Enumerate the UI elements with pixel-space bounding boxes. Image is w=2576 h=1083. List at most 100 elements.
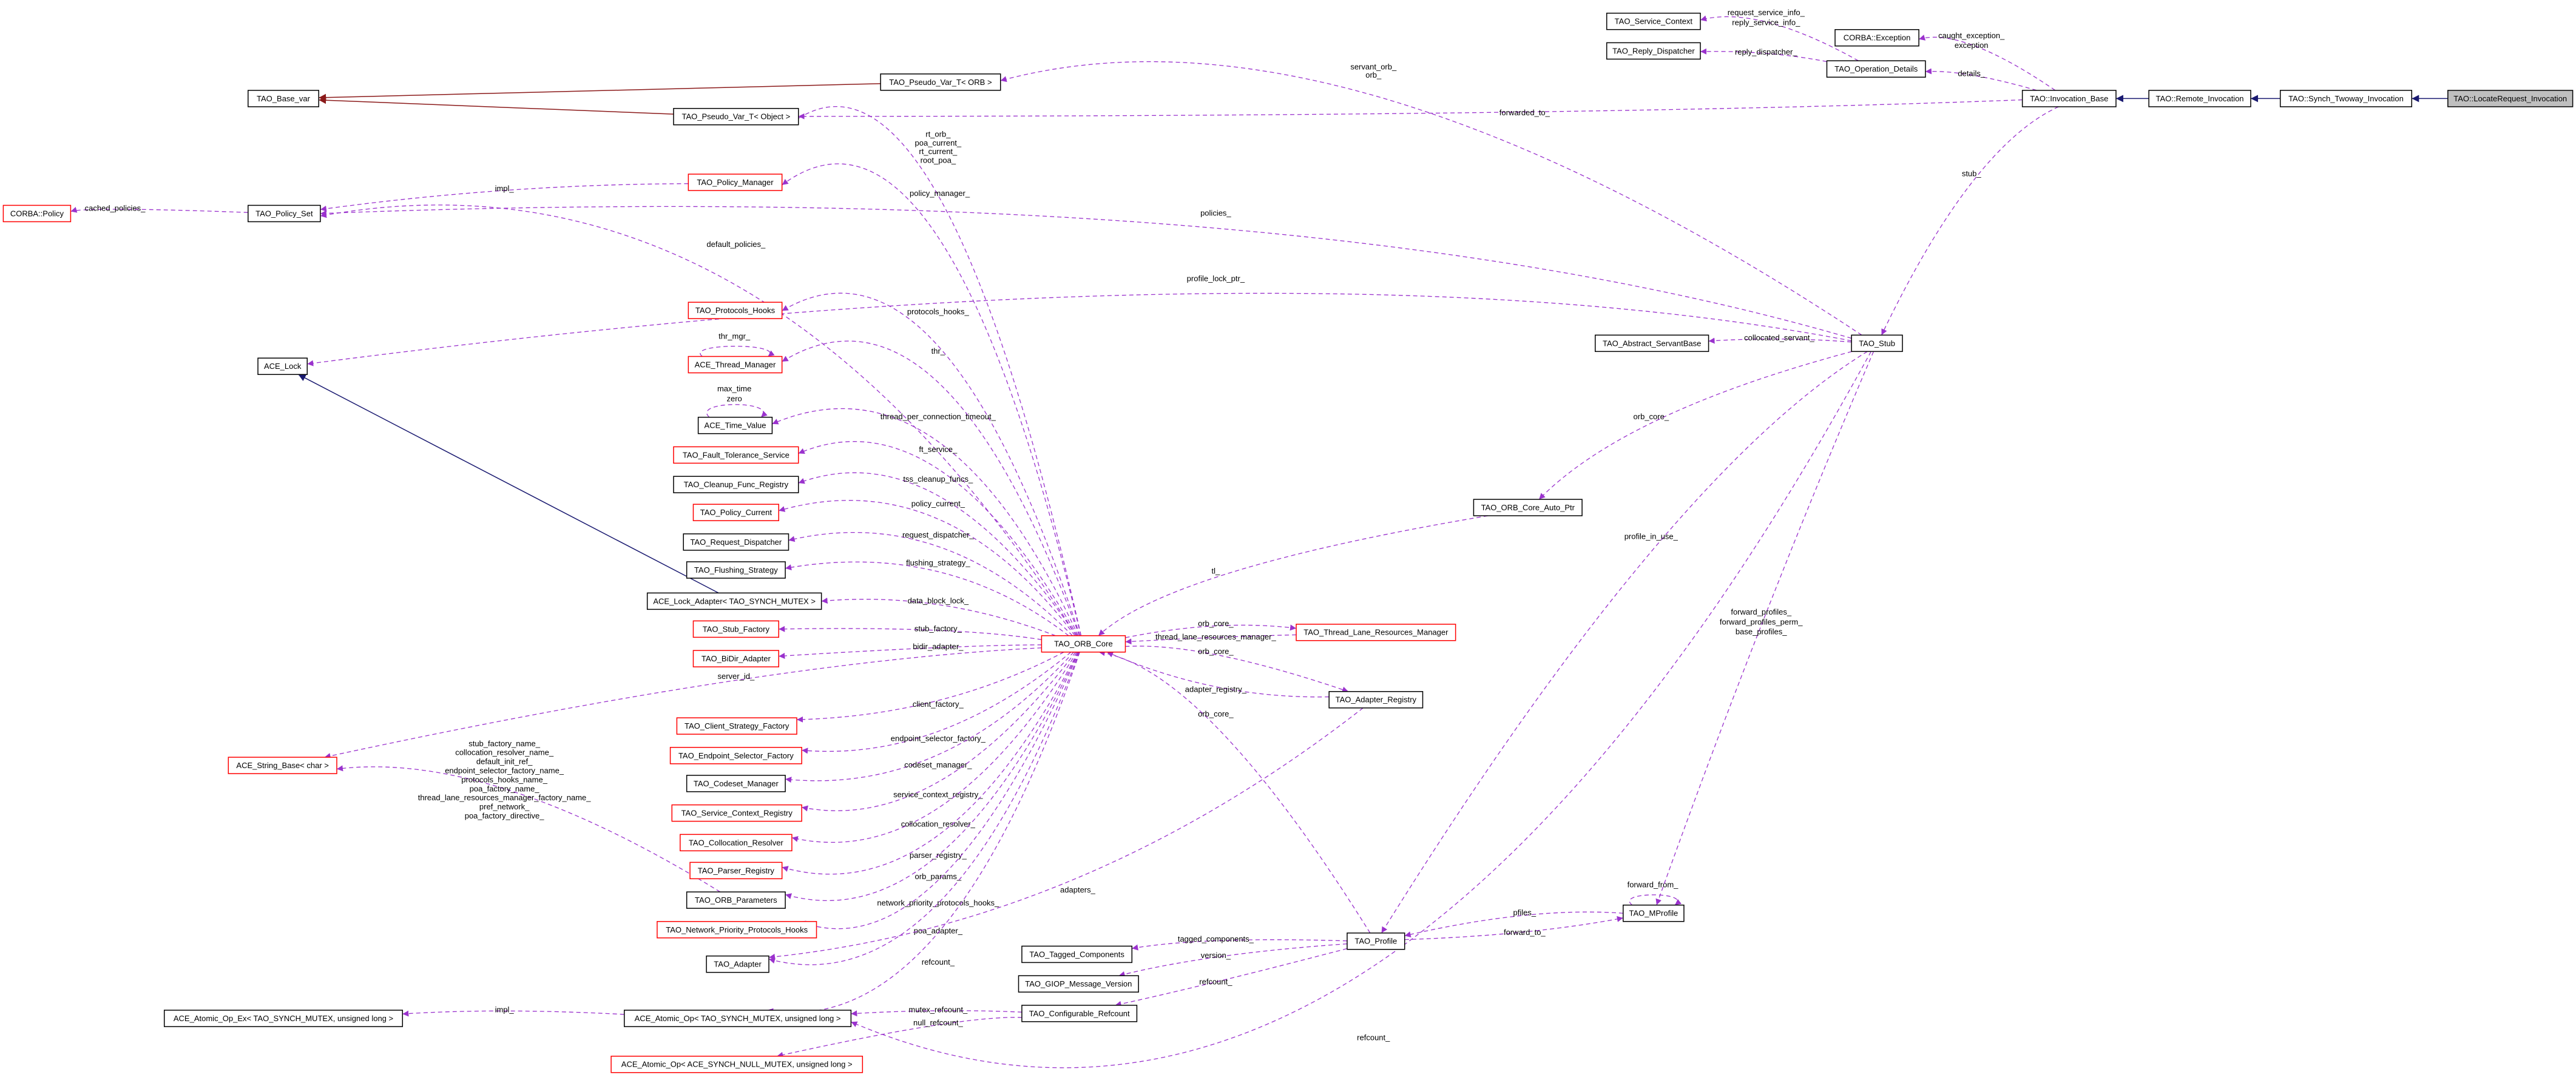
usage-edge — [320, 206, 1852, 339]
edge-label: forwarded_to_ — [1499, 108, 1550, 117]
usage-edge — [782, 340, 1080, 636]
edge-label: poa_factory_name_ — [470, 784, 540, 793]
edge-label: rt_orb_ — [925, 129, 951, 138]
edge-label: poa_factory_directive_ — [465, 811, 545, 820]
class-box — [657, 921, 817, 939]
usage-edge — [1538, 351, 1852, 500]
nodes: TAO::LocateRequest_Invocation TAO::Synch_… — [2, 12, 2574, 1073]
class-box — [1021, 1005, 1138, 1022]
class-name: TAO_ORB_Core_Auto_Ptr — [1481, 503, 1575, 512]
class-box — [610, 1056, 864, 1073]
edge-label: request_service_info_ — [1728, 8, 1805, 17]
class-box — [2279, 90, 2413, 107]
class-name: TAO_MProfile — [1629, 909, 1678, 918]
edge-label: service_context_registry_ — [893, 790, 983, 799]
edge-label: codeset_manager_ — [904, 760, 972, 769]
edge-label: protocols_hooks_ — [907, 307, 970, 316]
usage-edge — [802, 652, 1072, 754]
class-box — [1606, 12, 1701, 30]
class-name: CORBA::Policy — [10, 209, 64, 218]
class-box — [1347, 933, 1405, 950]
usage-edge — [779, 626, 1042, 640]
usage-edge — [779, 644, 1042, 659]
class-name: TAO_ORB_Core — [1054, 639, 1113, 649]
class-box — [689, 862, 783, 880]
class-box — [1606, 42, 1701, 60]
edge-label: protocols_hooks_name_ — [461, 775, 547, 784]
usage-edge — [1381, 351, 1868, 934]
class-box — [624, 1010, 852, 1027]
usage-edge — [1700, 48, 1827, 62]
edge-label: adapters_ — [1060, 885, 1096, 894]
usage-edge — [70, 207, 248, 213]
class-box — [688, 302, 783, 319]
class-name: TAO_Stub_Factory — [703, 624, 770, 633]
inheritance-edge — [319, 96, 674, 115]
usage-edge — [402, 1010, 624, 1017]
edge-label: collocation_resolver_ — [901, 819, 976, 828]
usage-edge — [1000, 61, 1862, 336]
class-name: TAO_Policy_Current — [700, 508, 772, 517]
class-box — [1041, 635, 1126, 653]
class-name: TAO_Endpoint_Selector_Factory — [678, 751, 794, 760]
class-name: TAO_BiDir_Adapter — [701, 654, 771, 663]
edge-label: endpoint_selector_factory_ — [891, 734, 986, 743]
edge-label: max_time — [717, 384, 751, 393]
class-box — [673, 476, 799, 493]
usage-edge — [1132, 939, 1347, 951]
edge-label: rt_current_ — [919, 147, 958, 156]
class-box — [686, 775, 786, 792]
edge-label: profile_lock_ptr_ — [1187, 274, 1245, 283]
edge-label: refcount_ — [1199, 977, 1232, 986]
edge-label: server_id_ — [718, 672, 755, 681]
class-box — [163, 1010, 404, 1027]
class-name: ACE_Atomic_Op< TAO_SYNCH_MUTEX, unsigned… — [635, 1014, 841, 1023]
usage-edge — [788, 531, 1073, 636]
edge-label: impl_ — [495, 1005, 515, 1014]
edge-label: tss_cleanup_funcs_ — [903, 474, 973, 484]
class-name: TAO_Client_Strategy_Factory — [685, 721, 789, 730]
class-name: ACE_Time_Value — [705, 421, 766, 430]
usage-edge — [1925, 68, 2037, 91]
edge-label: orb_core_ — [1634, 412, 1669, 421]
class-box — [248, 204, 321, 223]
class-name: TAO_Pseudo_Var_T< Object > — [681, 112, 790, 121]
edge-label: refcount_ — [1357, 1033, 1390, 1042]
edge-label: flushing_strategy_ — [906, 558, 970, 567]
class-name: TAO::Synch_Twoway_Invocation — [2288, 94, 2404, 103]
edge-label: poa_current_ — [915, 138, 962, 147]
usage-edge — [1404, 911, 1623, 937]
class-name: TAO_Stub — [1859, 339, 1895, 348]
class-box — [2021, 90, 2117, 107]
class-name: TAO::LocateRequest_Invocation — [2453, 94, 2567, 103]
class-box — [673, 446, 799, 464]
edge-label: endpoint_selector_factory_name_ — [445, 766, 564, 775]
usage-edge — [851, 351, 1871, 1068]
class-name: TAO_Codeset_Manager — [694, 779, 779, 788]
edge-label: impl_ — [495, 184, 515, 193]
usage-edge — [779, 500, 1075, 636]
edge-label: root_poa_ — [921, 155, 956, 164]
edge-label: reply_dispatcher_ — [1735, 47, 1797, 56]
class-name: ACE_Atomic_Op< ACE_SYNCH_NULL_MUTEX, uns… — [621, 1060, 853, 1069]
edge-label: request_dispatcher_ — [902, 530, 975, 539]
usage-edge — [772, 408, 1079, 636]
edge-label: base_profiles_ — [1736, 627, 1787, 636]
class-name: TAO_Pseudo_Var_T< ORB > — [889, 78, 992, 87]
usage-edge — [791, 652, 1078, 843]
edge-label: details_ — [1958, 69, 1986, 78]
class-box — [1021, 945, 1133, 963]
class-box — [673, 107, 799, 126]
edge-label: forward_profiles_ — [1731, 607, 1791, 616]
usage-edge — [821, 597, 1056, 636]
class-box — [688, 174, 783, 191]
usage-edge — [768, 652, 1080, 965]
usage-edge — [1629, 894, 1682, 906]
edge-label: pfiles_ — [1513, 908, 1536, 917]
class-box — [1018, 975, 1139, 993]
class-box — [1834, 29, 1919, 47]
usage-edge — [1881, 106, 2059, 336]
usage-edge — [777, 1017, 1022, 1058]
class-name: ACE_Lock_Adapter< TAO_SYNCH_MUTEX > — [653, 596, 816, 606]
